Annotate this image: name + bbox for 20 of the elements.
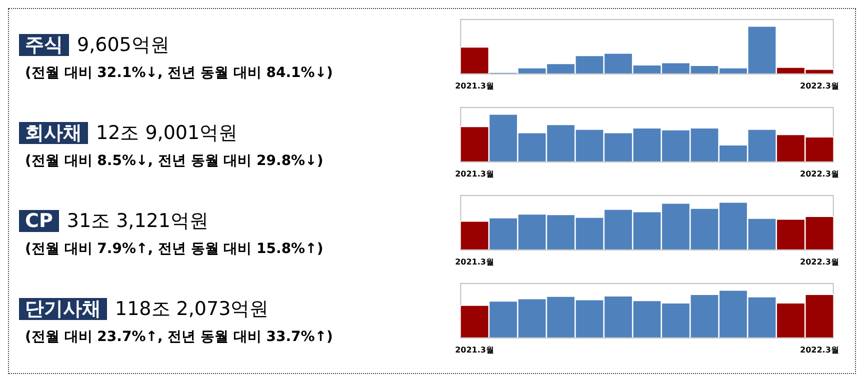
x-tick-label: 2021.3월 bbox=[455, 81, 494, 90]
text: 회사채 bbox=[19, 122, 88, 144]
text: 주식 bbox=[19, 34, 69, 56]
x-tick-label: 2022.3월 bbox=[800, 81, 839, 90]
text: 31조 3,121억원 bbox=[66, 209, 208, 234]
text: 9,605억원 bbox=[77, 33, 170, 58]
text: (전월 대비 32.1%↓, 전년 동월 대비 84.1%↓) bbox=[24, 64, 334, 82]
x-tick-label: 2022.3월 bbox=[800, 257, 839, 266]
text: 단기사채 bbox=[19, 298, 107, 320]
text: (전월 대비 7.9%↑, 전년 동월 대비 15.8%↑) bbox=[24, 240, 324, 258]
x-tick-label: 2021.3월 bbox=[455, 345, 494, 354]
text: 12조 9,001억원 bbox=[96, 121, 238, 146]
text: (전월 대비 8.5%↓, 전년 동월 대비 29.8%↓) bbox=[24, 152, 324, 170]
x-tick-label: 2021.3월 bbox=[455, 257, 494, 266]
text: (전월 대비 23.7%↑, 전년 동월 대비 33.7%↑) bbox=[24, 328, 334, 346]
x-tick-label: 2022.3월 bbox=[800, 169, 839, 178]
text: 118조 2,073억원 bbox=[115, 297, 269, 322]
x-tick-label: 2022.3월 bbox=[800, 345, 839, 354]
text: CP bbox=[19, 210, 59, 232]
x-tick-label: 2021.3월 bbox=[455, 169, 494, 178]
